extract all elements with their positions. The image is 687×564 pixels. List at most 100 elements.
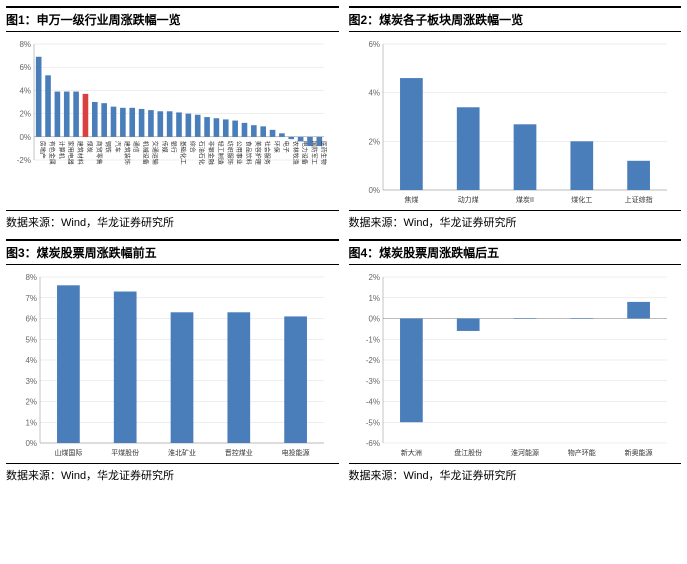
bar [195, 115, 201, 137]
svg-text:美容护理: 美容护理 [254, 141, 262, 165]
bar [167, 111, 173, 137]
svg-text:2%: 2% [368, 137, 380, 146]
chart2-box: 0%2%4%6%焦煤动力煤煤炭II煤化工上证综指 [349, 32, 682, 211]
svg-text:环保: 环保 [273, 141, 281, 153]
bar [513, 319, 536, 320]
svg-text:淮河能源: 淮河能源 [511, 448, 539, 457]
svg-text:房地产: 房地产 [39, 141, 47, 159]
svg-text:医药生物: 医药生物 [319, 141, 327, 165]
svg-text:社会服务: 社会服务 [263, 141, 271, 165]
bar [570, 319, 593, 320]
chart3-box: 0%1%2%3%4%5%6%7%8%山煤国际平煤股份淮北矿业晋控煤业电投能源 [6, 265, 339, 464]
chart1-box: -2%0%2%4%6%8%房地产有色金属计算机家用电器建筑材料煤炭商贸零售钢铁汽… [6, 32, 339, 211]
svg-text:综合: 综合 [188, 141, 196, 153]
panel-chart1: 图1：申万一级行业周涨跌幅一览 -2%0%2%4%6%8%房地产有色金属计算机家… [6, 6, 339, 233]
bar [139, 109, 145, 137]
svg-text:6%: 6% [19, 63, 31, 72]
chart1-source: 数据来源：Wind，华龙证券研究所 [6, 211, 339, 233]
bar [456, 319, 479, 331]
chart3-source: 数据来源：Wind，华龙证券研究所 [6, 464, 339, 486]
svg-text:银行: 银行 [170, 141, 178, 153]
chart1-title: 图1：申万一级行业周涨跌幅一览 [6, 6, 339, 32]
svg-text:-6%: -6% [365, 439, 379, 448]
bar [279, 133, 285, 136]
svg-text:-2%: -2% [365, 356, 379, 365]
svg-text:物产环能: 物产环能 [567, 448, 595, 457]
svg-text:6%: 6% [368, 40, 380, 49]
svg-text:建筑装饰: 建筑装饰 [123, 141, 131, 165]
chart2-title: 图2：煤炭各子板块周涨跌幅一览 [349, 6, 682, 32]
chart-grid: 图1：申万一级行业周涨跌幅一览 -2%0%2%4%6%8%房地产有色金属计算机家… [0, 0, 687, 492]
svg-text:电投能源: 电投能源 [282, 448, 310, 457]
bar [204, 117, 210, 137]
bar [92, 102, 98, 137]
svg-text:基础化工: 基础化工 [179, 141, 187, 165]
svg-text:传媒: 传媒 [160, 141, 168, 153]
chart4-box: -6%-5%-4%-3%-2%-1%0%1%2%新大洲盘江股份淮河能源物产环能新… [349, 265, 682, 464]
bar [627, 302, 650, 319]
panel-chart2: 图2：煤炭各子板块周涨跌幅一览 0%2%4%6%焦煤动力煤煤炭II煤化工上证综指… [349, 6, 682, 233]
bar [570, 141, 593, 190]
bar [111, 107, 117, 137]
svg-text:8%: 8% [19, 40, 31, 49]
bar [288, 137, 294, 139]
bar [120, 108, 126, 137]
bar [73, 92, 79, 137]
bar [627, 161, 650, 190]
svg-text:国防军工: 国防军工 [310, 141, 318, 165]
svg-text:煤炭: 煤炭 [85, 141, 93, 153]
svg-text:1%: 1% [25, 418, 37, 427]
svg-text:0%: 0% [25, 439, 37, 448]
svg-text:焦煤: 焦煤 [404, 195, 418, 204]
bar [83, 94, 89, 137]
svg-text:非银金融: 非银金融 [207, 141, 215, 165]
svg-text:-1%: -1% [365, 335, 379, 344]
svg-text:通信: 通信 [132, 141, 140, 153]
svg-text:纺织服饰: 纺织服饰 [226, 141, 234, 165]
bar [36, 57, 42, 137]
bar [251, 125, 257, 137]
bar [400, 78, 423, 190]
svg-text:0%: 0% [19, 133, 31, 142]
svg-text:计算机: 计算机 [57, 141, 65, 159]
svg-text:淮北矿业: 淮北矿业 [168, 448, 196, 457]
svg-text:公用事业: 公用事业 [235, 141, 243, 165]
bar [456, 107, 479, 190]
svg-text:电子: 电子 [282, 141, 290, 153]
bar [176, 112, 182, 136]
svg-text:-2%: -2% [17, 156, 31, 165]
svg-text:石油石化: 石油石化 [198, 141, 206, 165]
svg-text:8%: 8% [25, 273, 37, 282]
chart3-title: 图3：煤炭股票周涨跌幅前五 [6, 239, 339, 265]
svg-text:4%: 4% [368, 89, 380, 98]
svg-text:盘江股份: 盘江股份 [454, 448, 482, 457]
svg-text:0%: 0% [368, 315, 380, 324]
bar [270, 130, 276, 137]
bar [400, 319, 423, 423]
chart4-source: 数据来源：Wind，华龙证券研究所 [349, 464, 682, 486]
bar [223, 119, 229, 136]
svg-text:4%: 4% [25, 356, 37, 365]
svg-text:新奥能源: 新奥能源 [624, 448, 652, 457]
bar [171, 312, 194, 443]
svg-text:5%: 5% [25, 335, 37, 344]
svg-text:1%: 1% [368, 294, 380, 303]
svg-text:山煤国际: 山煤国际 [54, 448, 82, 457]
bar [232, 121, 238, 137]
bar [57, 285, 80, 443]
bar [101, 103, 107, 137]
svg-text:2%: 2% [368, 273, 380, 282]
chart2-source: 数据来源：Wind，华龙证券研究所 [349, 211, 682, 233]
bar [55, 92, 61, 137]
bar [214, 118, 220, 137]
bar [242, 123, 248, 137]
bar [64, 92, 70, 137]
svg-text:汽车: 汽车 [114, 141, 122, 153]
svg-text:-3%: -3% [365, 377, 379, 386]
bar [284, 316, 307, 443]
panel-chart4: 图4：煤炭股票周涨跌幅后五 -6%-5%-4%-3%-2%-1%0%1%2%新大… [349, 239, 682, 486]
svg-text:-5%: -5% [365, 418, 379, 427]
bar [148, 110, 154, 137]
chart4-title: 图4：煤炭股票周涨跌幅后五 [349, 239, 682, 265]
svg-text:-4%: -4% [365, 398, 379, 407]
